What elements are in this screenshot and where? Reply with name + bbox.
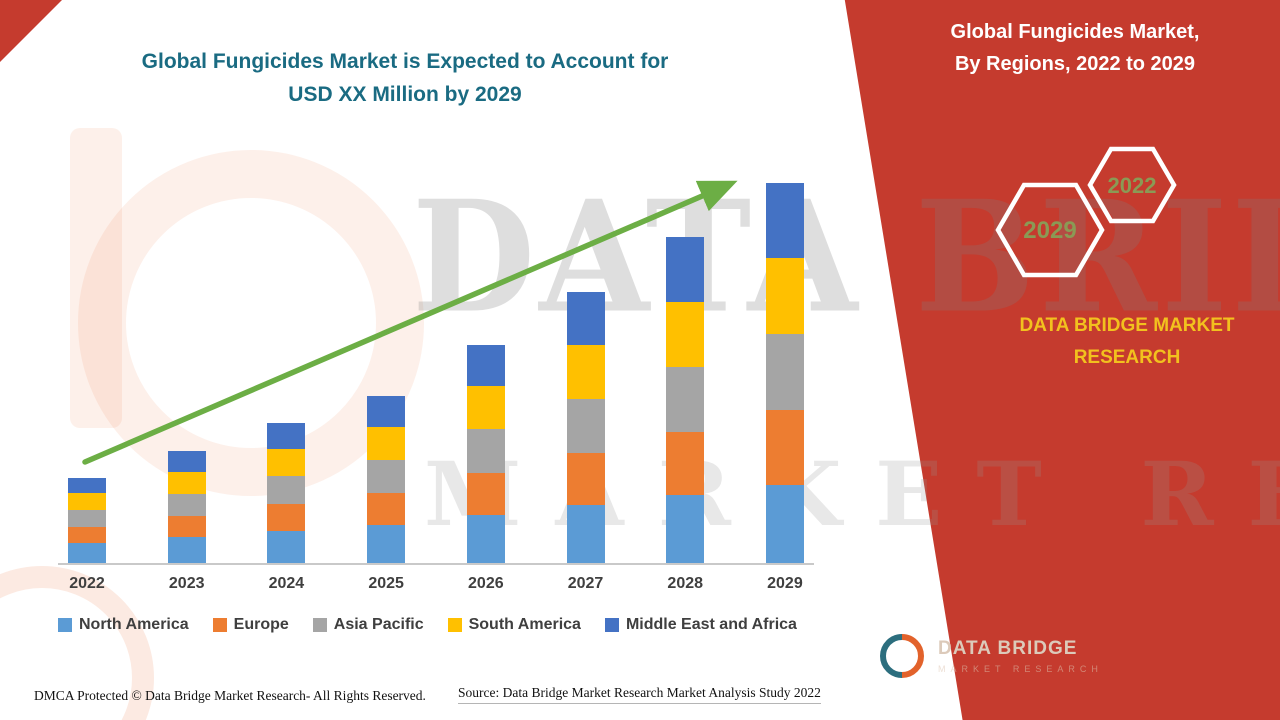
bar-segment-europe: [666, 432, 705, 495]
hexagon-2022-icon: [1087, 146, 1177, 224]
bar-column: 2026: [466, 345, 505, 592]
legend: North America Europe Asia Pacific South Ame…: [58, 616, 797, 634]
legend-label: Middle East and Africa: [625, 616, 797, 633]
bar-column: 2028: [666, 237, 705, 592]
databridge-logo-icon: b: [880, 634, 924, 678]
x-axis-label: 2023: [168, 575, 205, 592]
bar-segment-middle-east-and-africa: [566, 292, 605, 345]
panel-title-line1: Global Fungicides Market,: [950, 21, 1200, 43]
chart-title: Global Fungicides Market is Expected to …: [75, 46, 735, 111]
legend-item: Middle East and Africa: [604, 616, 797, 634]
bar-segment-south-america: [466, 386, 505, 429]
x-axis-label: 2029: [767, 575, 803, 592]
legend-label: South America: [468, 616, 581, 633]
hexagon-2022-label: 2022: [1108, 173, 1157, 198]
bar-segment-north-america: [765, 485, 804, 563]
bar-segment-north-america: [466, 515, 505, 563]
bar-segment-north-america: [267, 531, 306, 563]
x-axis-label: 2027: [567, 575, 604, 592]
bar-segment-europe: [267, 504, 306, 531]
bar-segment-europe: [765, 410, 804, 485]
chart-title-line1: Global Fungicides Market is Expected to …: [141, 50, 669, 73]
bar-segment-asia-pacific: [466, 429, 505, 473]
svg-text:b: b: [896, 645, 909, 668]
bar-segment-asia-pacific: [367, 460, 406, 493]
bar-segment-middle-east-and-africa: [466, 345, 505, 386]
trend-arrow-icon: [82, 180, 738, 465]
footer-dmca-text: DMCA Protected © Data Bridge Market Rese…: [34, 688, 426, 703]
legend-item: North America: [58, 616, 189, 634]
bar-segment-north-america: [167, 537, 206, 563]
bar-column: 2023: [167, 451, 206, 592]
corner-accent-triangle: [0, 0, 62, 62]
legend-label: North America: [79, 616, 189, 633]
bar-segment-middle-east-and-africa: [765, 183, 804, 258]
bar-segment-europe: [367, 493, 406, 525]
legend-swatch-icon: [312, 618, 327, 632]
legend-item: South America: [447, 616, 581, 634]
panel-title: Global Fungicides Market, By Regions, 20…: [912, 16, 1238, 80]
hexagon-2029-label: 2029: [1023, 217, 1076, 244]
legend-swatch-icon: [604, 618, 619, 632]
databridge-logo-text: DATA BRIDGE MARKET RESEARCH: [938, 638, 1103, 674]
brand-wordmark-line2: RESEARCH: [1073, 347, 1181, 369]
bar-segment-asia-pacific: [765, 334, 804, 410]
bar-segment-north-america: [566, 505, 605, 563]
bar-column: 2027: [566, 292, 605, 592]
bar-segment-middle-east-and-africa: [666, 237, 705, 302]
bar-segment-north-america: [367, 525, 406, 563]
legend-item: Europe: [212, 616, 289, 634]
x-axis-label: 2022: [69, 575, 105, 592]
brand-wordmark: DATA BRIDGE MARKET RESEARCH: [972, 310, 1280, 375]
x-axis-label: 2025: [368, 575, 404, 592]
legend-swatch-icon: [447, 618, 462, 632]
legend-label: Asia Pacific: [333, 616, 424, 633]
bar-segment-europe: [68, 527, 106, 543]
brand-wordmark-line1: DATA BRIDGE MARKET: [1019, 315, 1235, 336]
bar-segment-middle-east-and-africa: [167, 451, 206, 472]
logo-tagline: MARKET RESEARCH: [938, 664, 1103, 674]
bar-segment-europe: [566, 453, 605, 505]
bar-segment-south-america: [167, 472, 206, 494]
databridge-logo: b DATA BRIDGE MARKET RESEARCH: [878, 632, 1103, 680]
x-axis-label: 2028: [667, 575, 704, 592]
legend-swatch-icon: [212, 618, 227, 632]
footer-source-text: Source: Data Bridge Market Research Mark…: [458, 685, 821, 704]
bar-segment-asia-pacific: [566, 399, 605, 453]
bar-segment-europe: [466, 473, 505, 515]
bar-segment-asia-pacific: [167, 494, 206, 516]
bar-segment-north-america: [666, 495, 705, 563]
legend-swatch-icon: [58, 618, 72, 632]
bar-segment-south-america: [765, 258, 804, 334]
chart-title-line2: USD XX Million by 2029: [288, 82, 522, 106]
logo-name: DATA BRIDGE: [938, 638, 1078, 659]
bar-segment-asia-pacific: [267, 476, 306, 504]
bar-segment-south-america: [68, 493, 106, 510]
bar-segment-south-america: [267, 449, 306, 476]
hexagon-2029-icon: [995, 182, 1105, 278]
bar-column: 2022: [68, 478, 106, 592]
x-axis-label: 2026: [468, 575, 504, 592]
bar-segment-south-america: [566, 345, 605, 399]
bar-segment-south-america: [666, 302, 705, 367]
bar-segment-asia-pacific: [68, 510, 106, 527]
bar-column: 2029: [765, 183, 804, 592]
bar-column: 2024: [267, 423, 306, 592]
legend-label: Europe: [233, 616, 289, 633]
bar-segment-south-america: [367, 427, 406, 460]
bar-chart: 2022 2023 2024 2025 2026 2027 2028 2029: [58, 183, 814, 592]
bar-segment-europe: [167, 516, 206, 537]
panel-title-line2: By Regions, 2022 to 2029: [954, 53, 1196, 75]
x-axis-label: 2024: [268, 575, 305, 592]
bar-segment-middle-east-and-africa: [367, 396, 406, 427]
legend-item: Asia Pacific: [312, 616, 424, 634]
bar-segment-middle-east-and-africa: [68, 478, 106, 493]
bar-chart-plot: 2022 2023 2024 2025 2026 2027 2028 2029: [58, 183, 814, 592]
bar-segment-asia-pacific: [666, 367, 705, 432]
bar-column: 2025: [367, 396, 406, 592]
bar-segment-north-america: [68, 543, 106, 563]
bar-segment-middle-east-and-africa: [267, 423, 306, 449]
year-hexagons: 2022 2029: [995, 130, 1195, 295]
